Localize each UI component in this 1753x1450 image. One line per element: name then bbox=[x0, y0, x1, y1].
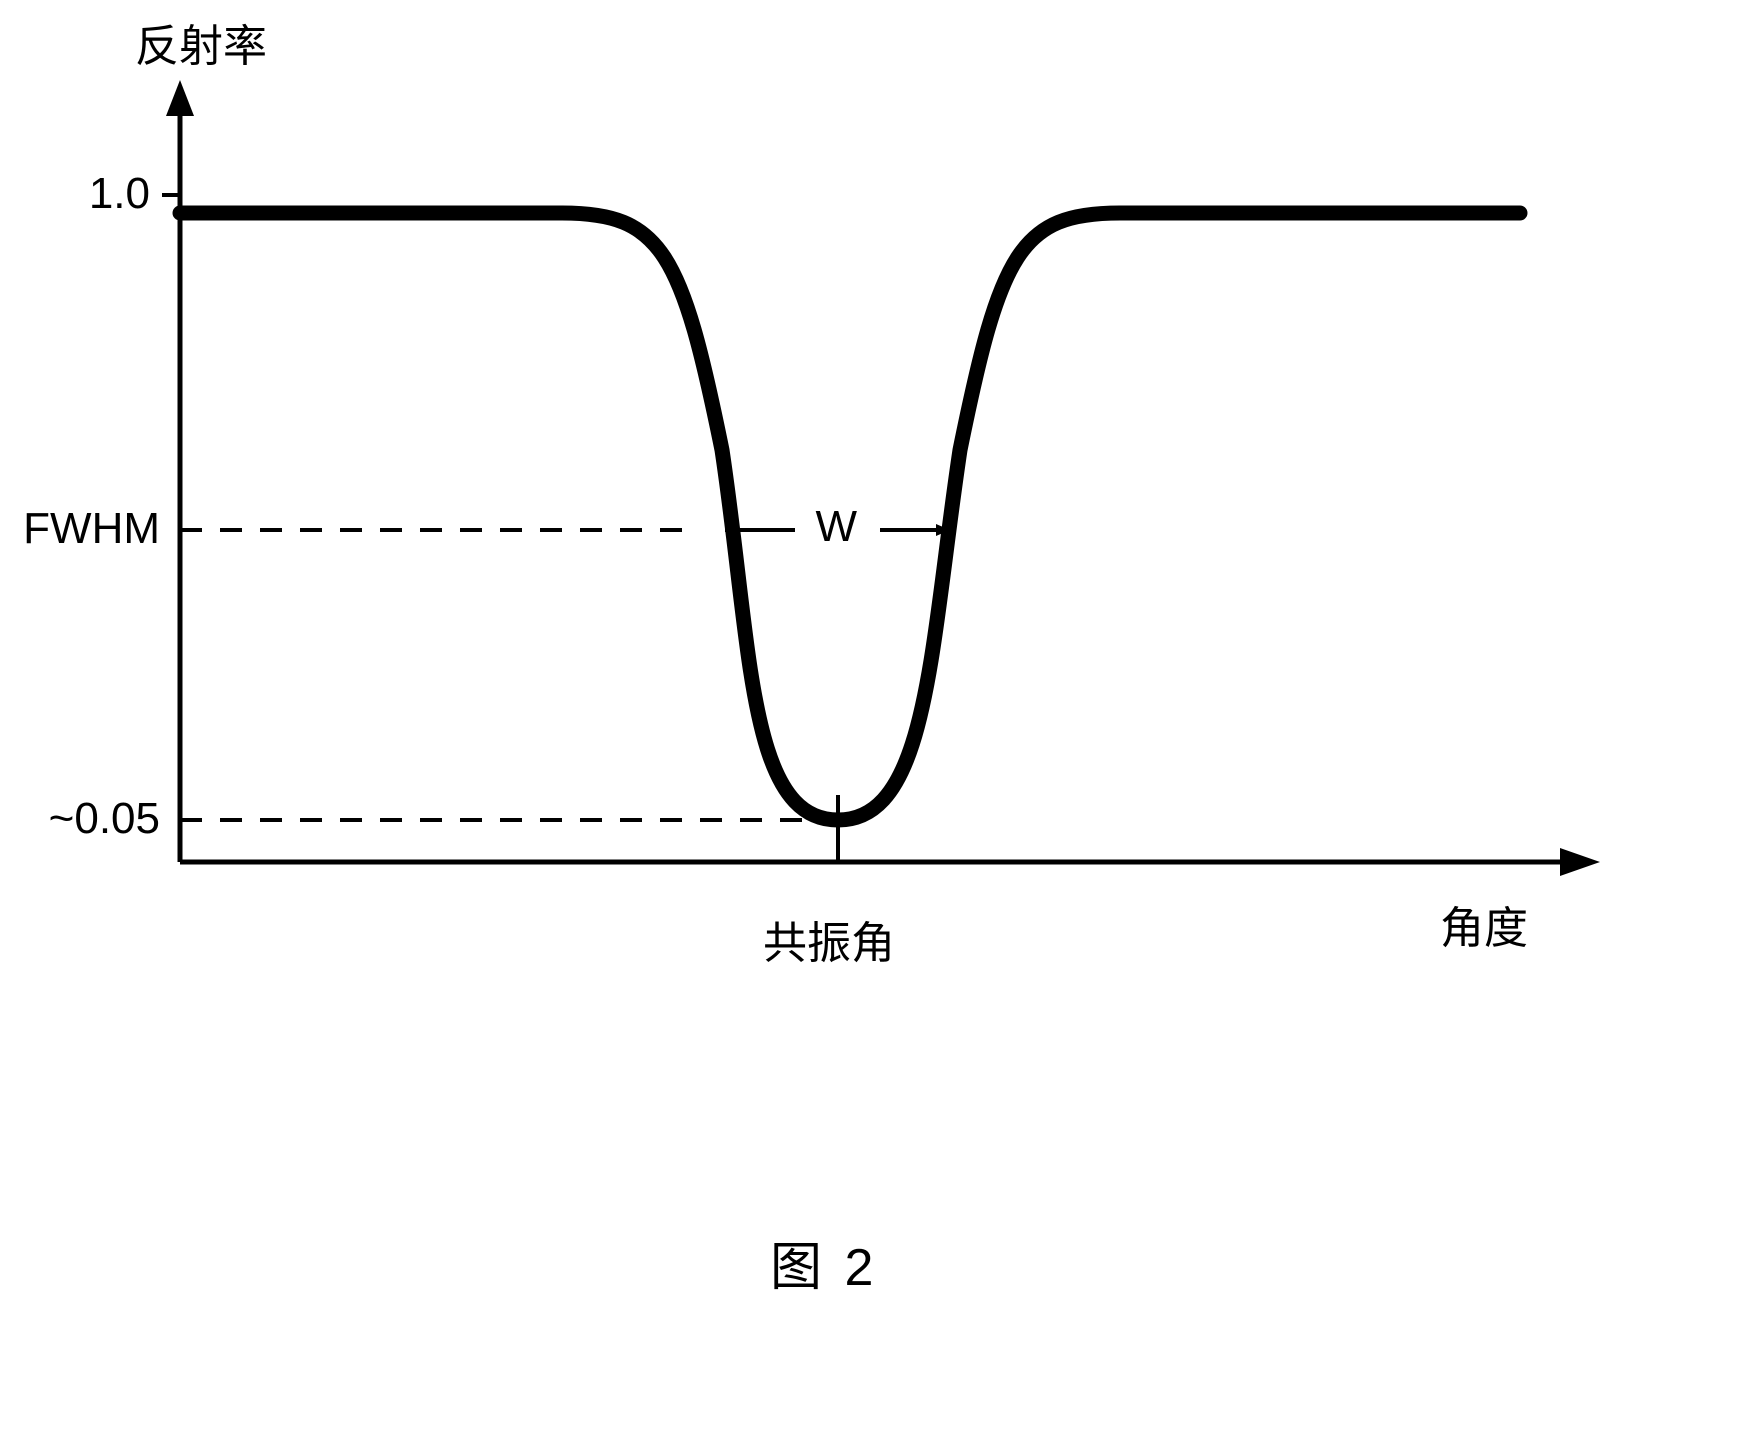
y-axis-label: 反射率 bbox=[135, 10, 267, 74]
axes-group bbox=[162, 80, 1600, 876]
x-tick-resonance-label: 共振角 bbox=[763, 907, 895, 971]
y-tick-label-1-0: 1.0 bbox=[89, 169, 150, 219]
x-axis-label: 角度 bbox=[1440, 892, 1528, 956]
figure-caption: 图 2 bbox=[770, 1225, 877, 1300]
width-annotation-label: W bbox=[816, 502, 858, 552]
y-tick-label-fwhm: FWHM bbox=[23, 504, 160, 554]
y-tick-label-min: ~0.05 bbox=[49, 794, 160, 844]
chart-container: 反射率 角度 1.0 FWHM ~0.05 共振角 W 图 2 bbox=[0, 0, 1753, 1450]
